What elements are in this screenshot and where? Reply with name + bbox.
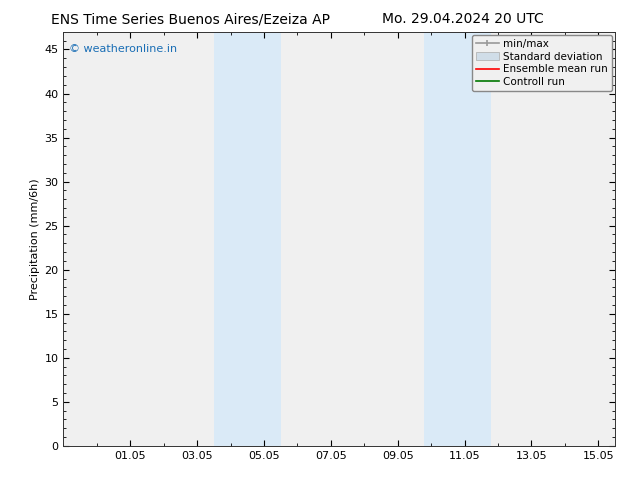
Y-axis label: Precipitation (mm/6h): Precipitation (mm/6h) [30,178,40,300]
Text: Mo. 29.04.2024 20 UTC: Mo. 29.04.2024 20 UTC [382,12,544,26]
Bar [458,32,491,446]
Text: © weatheronline.in: © weatheronline.in [69,44,177,54]
Bar [424,32,458,446]
Legend: min/max, Standard deviation, Ensemble mean run, Controll run: min/max, Standard deviation, Ensemble me… [472,35,612,91]
Bar [247,32,281,446]
Bar [214,32,247,446]
Text: ENS Time Series Buenos Aires/Ezeiza AP: ENS Time Series Buenos Aires/Ezeiza AP [51,12,330,26]
